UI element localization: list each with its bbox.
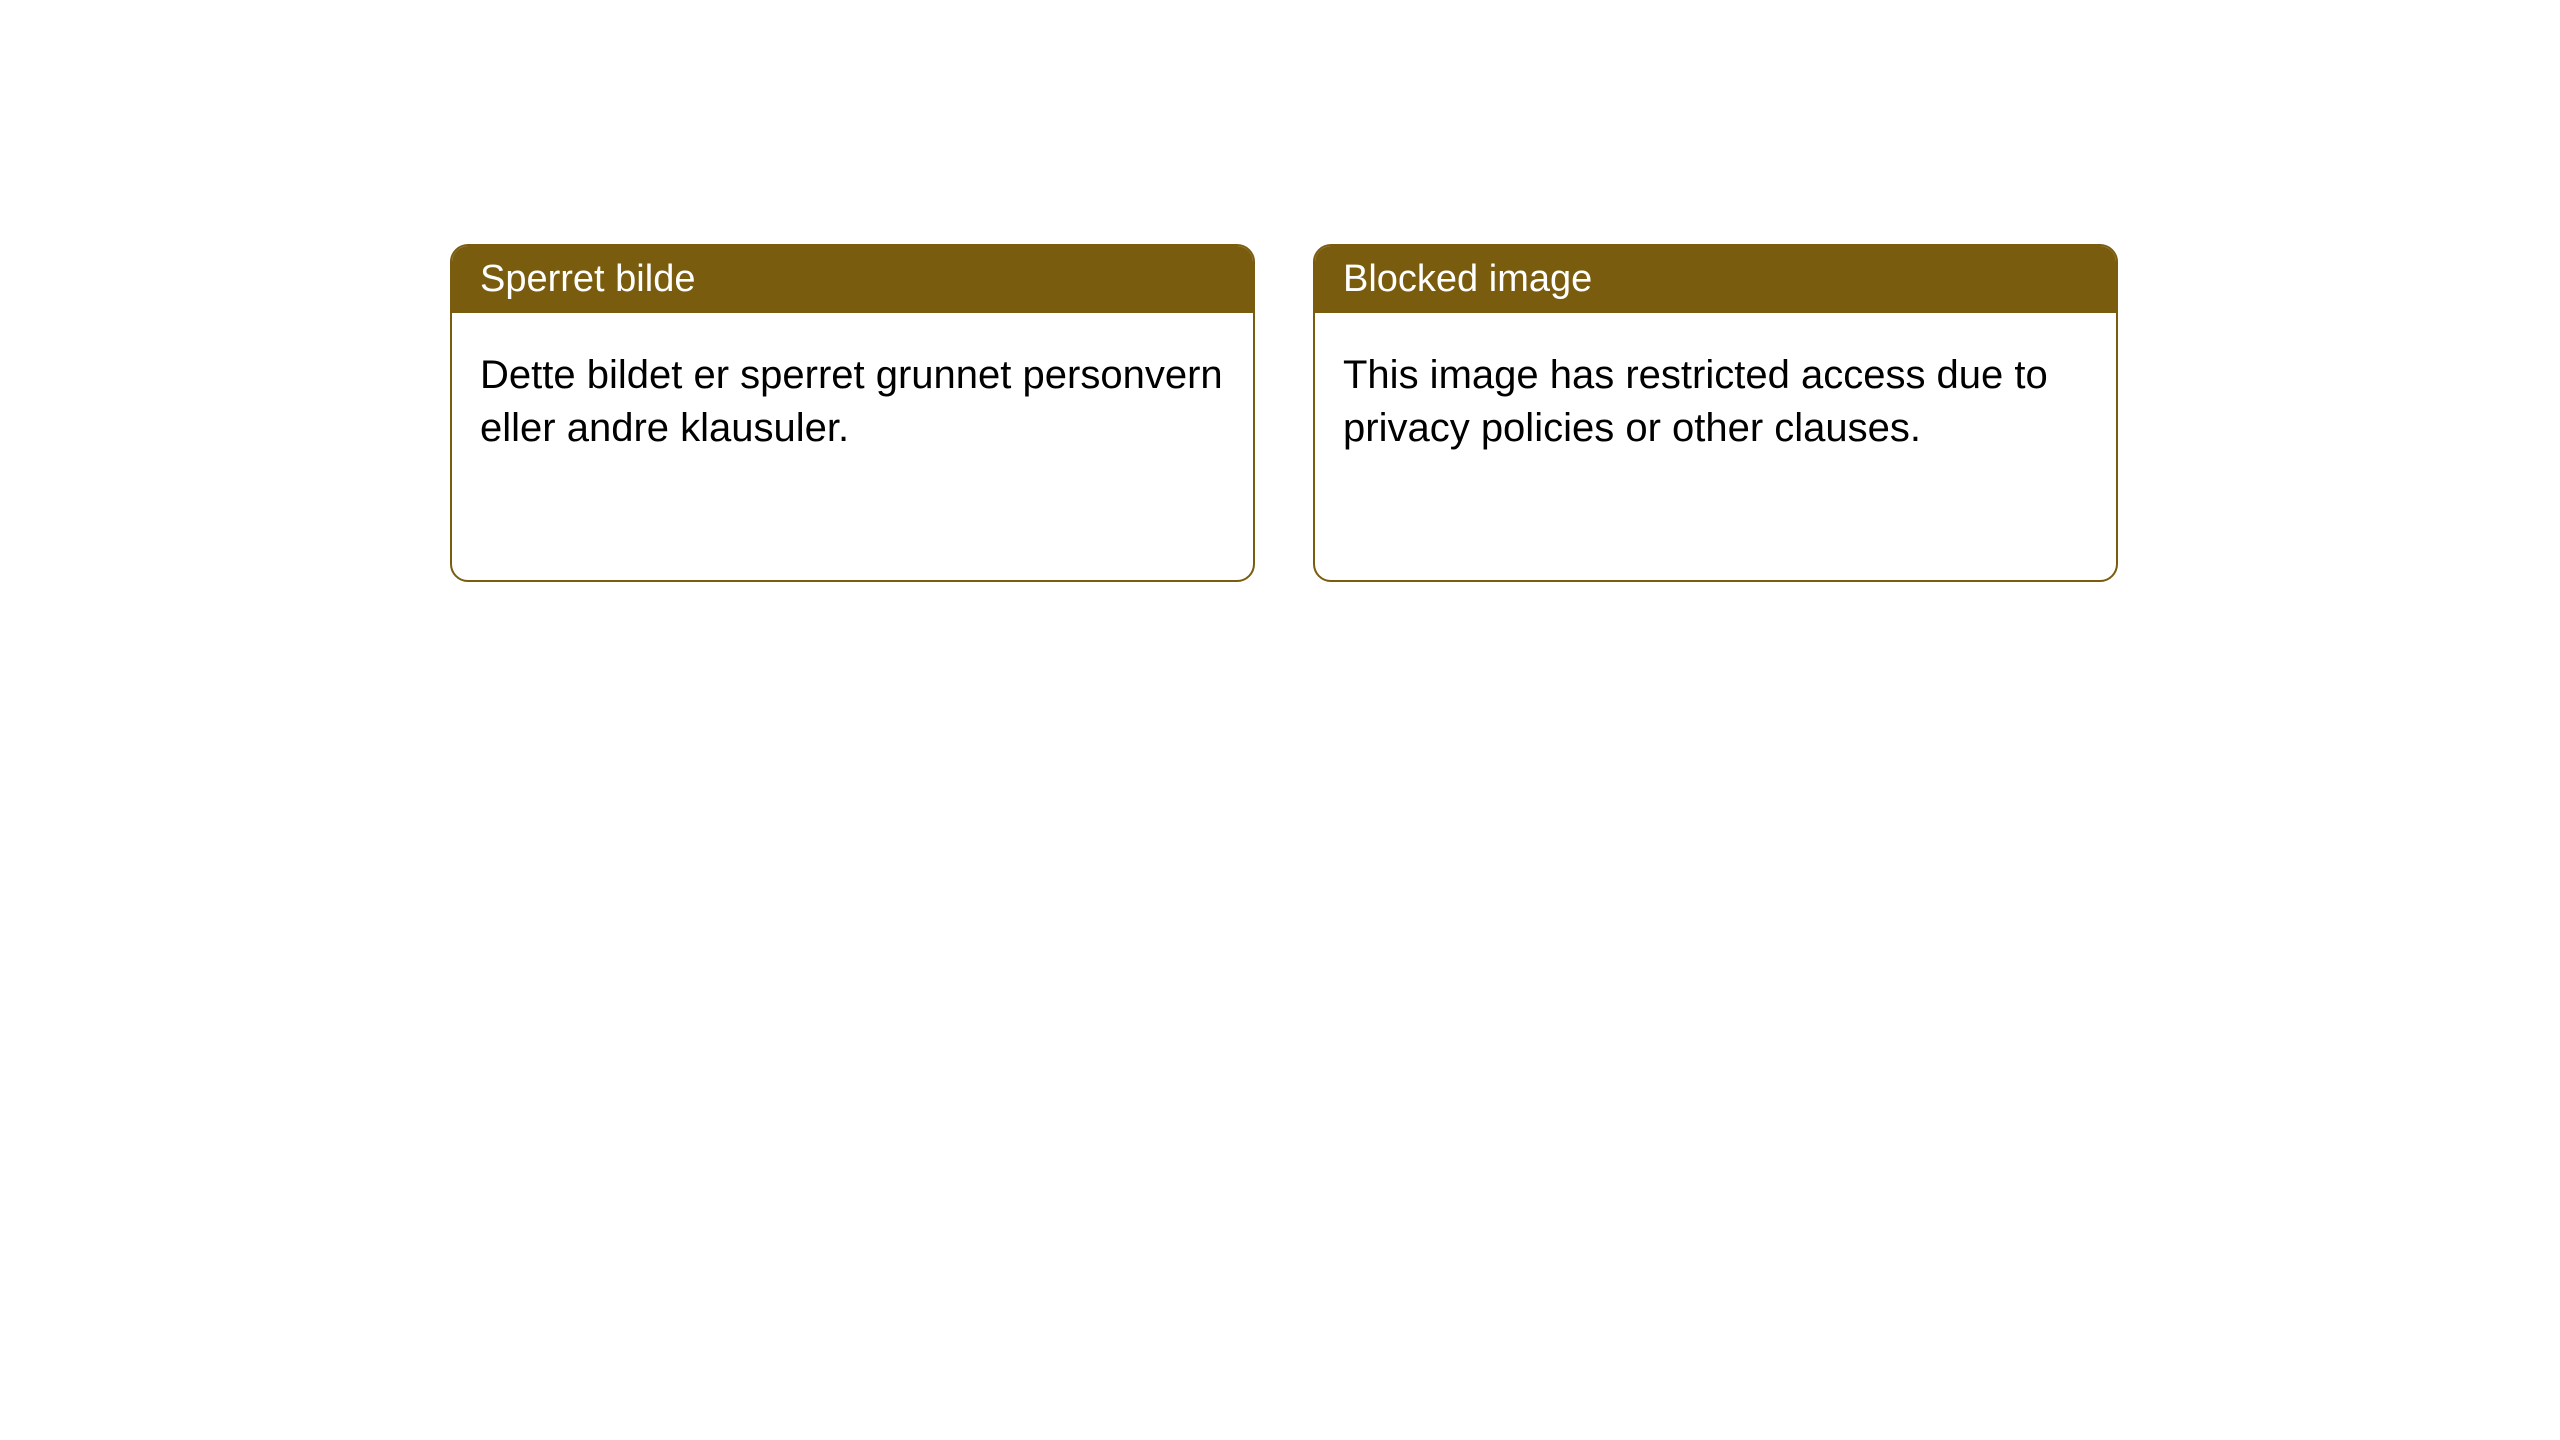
notice-card-header: Blocked image [1315, 246, 2116, 313]
notice-card-text: This image has restricted access due to … [1343, 353, 2048, 450]
notice-card-header: Sperret bilde [452, 246, 1253, 313]
notice-card-body: This image has restricted access due to … [1315, 313, 2116, 491]
notice-card-no: Sperret bilde Dette bildet er sperret gr… [450, 244, 1255, 582]
notice-cards-container: Sperret bilde Dette bildet er sperret gr… [450, 244, 2118, 582]
notice-card-title: Blocked image [1343, 258, 1592, 300]
notice-card-en: Blocked image This image has restricted … [1313, 244, 2118, 582]
notice-card-body: Dette bildet er sperret grunnet personve… [452, 313, 1253, 491]
notice-card-text: Dette bildet er sperret grunnet personve… [480, 353, 1223, 450]
notice-card-title: Sperret bilde [480, 258, 695, 300]
